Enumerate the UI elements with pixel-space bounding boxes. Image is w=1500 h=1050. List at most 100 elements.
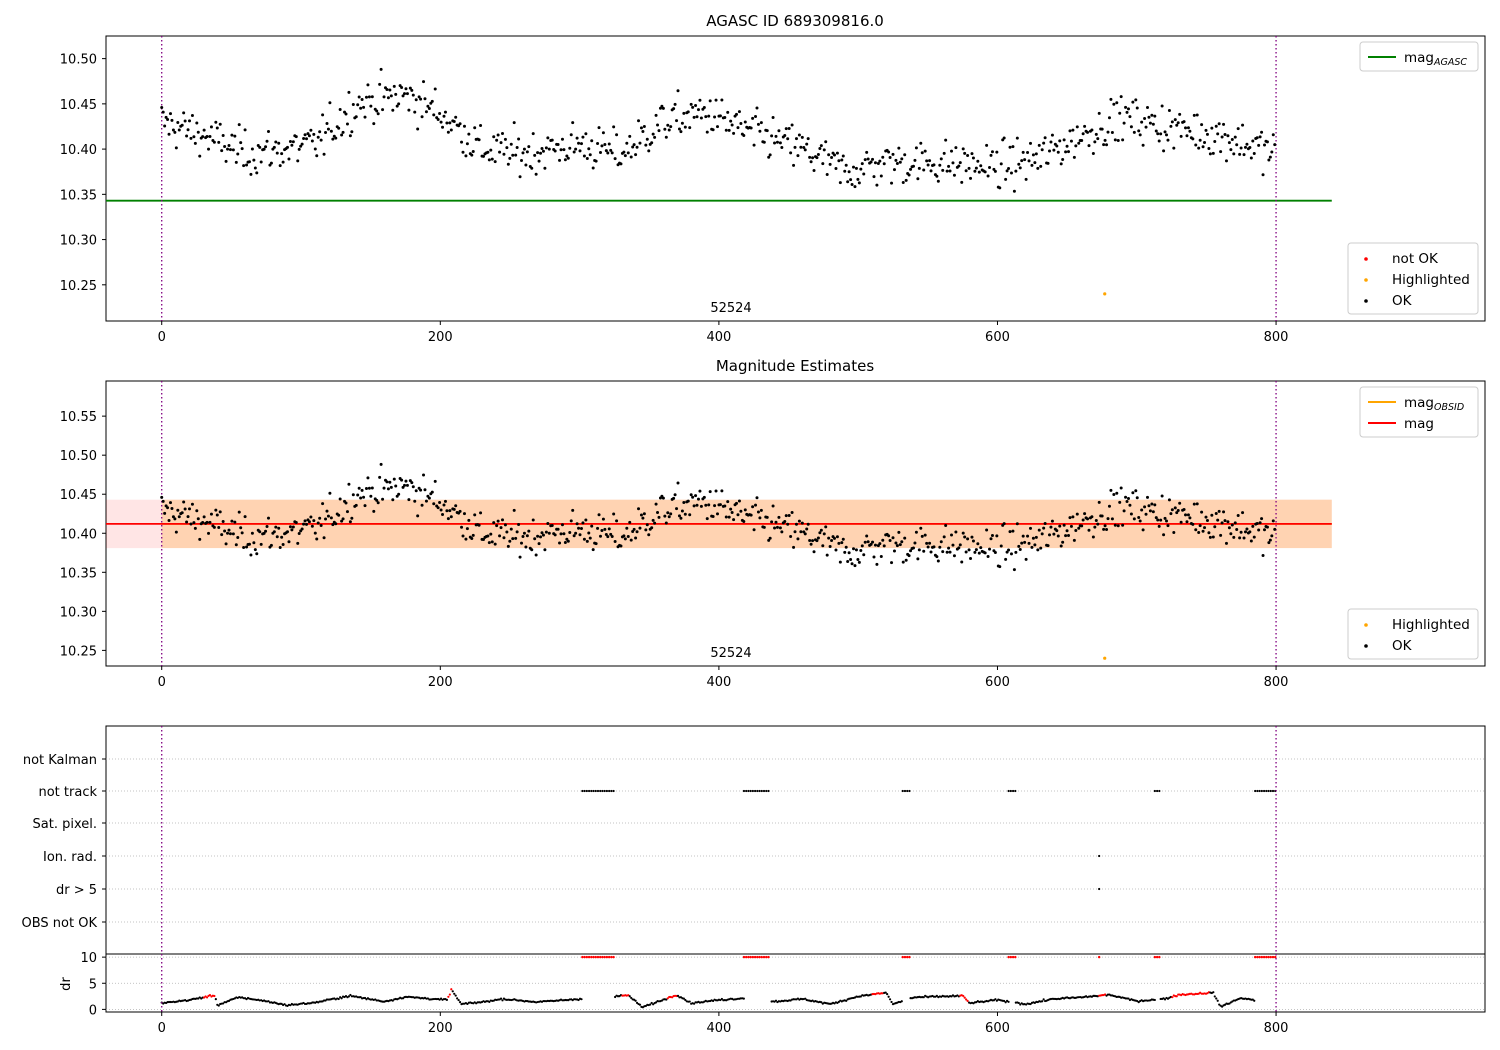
ok-point: [629, 155, 633, 159]
ok-point: [641, 130, 645, 134]
ok-point: [841, 537, 845, 541]
ok-point: [1046, 544, 1050, 548]
dr-point: [280, 1002, 283, 1005]
ok-point: [379, 67, 383, 71]
ok-point: [928, 159, 932, 163]
ok-point: [657, 129, 661, 133]
flag-point: [581, 789, 584, 793]
ok-point: [696, 497, 700, 501]
ok-point: [574, 147, 578, 151]
ok-point: [830, 538, 834, 542]
ok-point: [571, 508, 575, 512]
ok-point: [683, 512, 687, 516]
ok-point: [565, 154, 569, 158]
dr-point: [458, 1001, 462, 1004]
ok-point: [347, 482, 351, 486]
ok-point: [737, 499, 741, 503]
flag-point: [1158, 789, 1161, 793]
ok-point: [1169, 512, 1173, 516]
ok-point: [644, 143, 648, 147]
ok-point: [1121, 138, 1125, 142]
ok-point: [382, 95, 386, 99]
flag-label: OBS not OK: [22, 916, 98, 931]
y-tick-label: 10.50: [60, 449, 97, 464]
ok-point: [853, 185, 857, 189]
ok-point: [835, 151, 839, 155]
dr-point: [682, 997, 685, 1000]
ok-point: [337, 126, 341, 130]
ok-point: [707, 503, 711, 507]
ok-point: [506, 544, 510, 548]
ok-point: [1251, 139, 1255, 143]
ok-point: [287, 157, 291, 161]
ok-point: [800, 521, 804, 525]
ok-point: [334, 522, 338, 526]
ok-point: [499, 526, 503, 530]
ok-point: [1192, 113, 1196, 117]
ok-point: [367, 486, 371, 490]
ok-point: [341, 517, 345, 521]
dr-point-clipped: [601, 955, 604, 959]
ok-point: [901, 560, 905, 564]
ok-point: [1097, 111, 1101, 115]
ok-point: [1170, 120, 1174, 124]
ok-point: [688, 513, 692, 517]
ok-point: [799, 530, 803, 534]
ok-point: [954, 530, 958, 534]
dr-point-clipped: [1258, 955, 1261, 959]
ok-point: [1236, 514, 1240, 518]
ok-point: [348, 520, 352, 524]
ok-point: [233, 134, 237, 138]
ok-point: [1024, 177, 1028, 181]
ok-point: [619, 162, 623, 166]
dr-point-clipped: [1155, 955, 1159, 959]
ok-point: [1182, 120, 1186, 124]
ok-point: [182, 500, 186, 504]
ok-point: [236, 152, 240, 156]
ok-point: [1179, 520, 1183, 524]
ok-point: [1093, 525, 1097, 529]
ok-point: [635, 530, 639, 534]
dr-point: [845, 999, 848, 1002]
ok-point: [372, 509, 376, 513]
ok-point: [176, 120, 180, 124]
ok-point: [1214, 124, 1218, 128]
flag-point: [908, 789, 911, 793]
ok-point: [1005, 169, 1009, 173]
ok-point: [860, 544, 864, 548]
ok-point: [1080, 524, 1084, 528]
ok-point: [1191, 522, 1195, 526]
ok-point: [1150, 113, 1154, 117]
ok-point: [825, 172, 829, 176]
ok-point: [307, 134, 311, 138]
ok-point: [1015, 522, 1019, 526]
ok-point: [350, 516, 354, 520]
ok-point: [1144, 512, 1148, 516]
dr-point-clipped: [599, 955, 602, 959]
ok-point: [762, 140, 766, 144]
ok-point: [752, 528, 756, 532]
ok-point: [272, 530, 276, 534]
ok-point: [1262, 528, 1266, 532]
ok-point: [1230, 138, 1234, 142]
ok-point: [1159, 132, 1163, 136]
dr-point: [837, 1000, 840, 1003]
ok-point: [1023, 158, 1027, 162]
ok-point: [205, 520, 209, 524]
ok-point: [1061, 158, 1065, 162]
ok-point: [944, 138, 948, 142]
ok-point: [749, 513, 753, 517]
legend-top[interactable]: magAGASC: [1359, 41, 1479, 72]
ok-point: [873, 161, 877, 165]
flag-point: [749, 789, 752, 793]
ok-point: [654, 502, 658, 506]
flag-point: [1098, 887, 1101, 891]
flag-point: [1009, 789, 1012, 793]
dr-tick-label: 10: [80, 951, 97, 966]
ok-point: [182, 111, 186, 115]
plot-area: [106, 381, 1332, 666]
ok-point: [410, 481, 414, 485]
